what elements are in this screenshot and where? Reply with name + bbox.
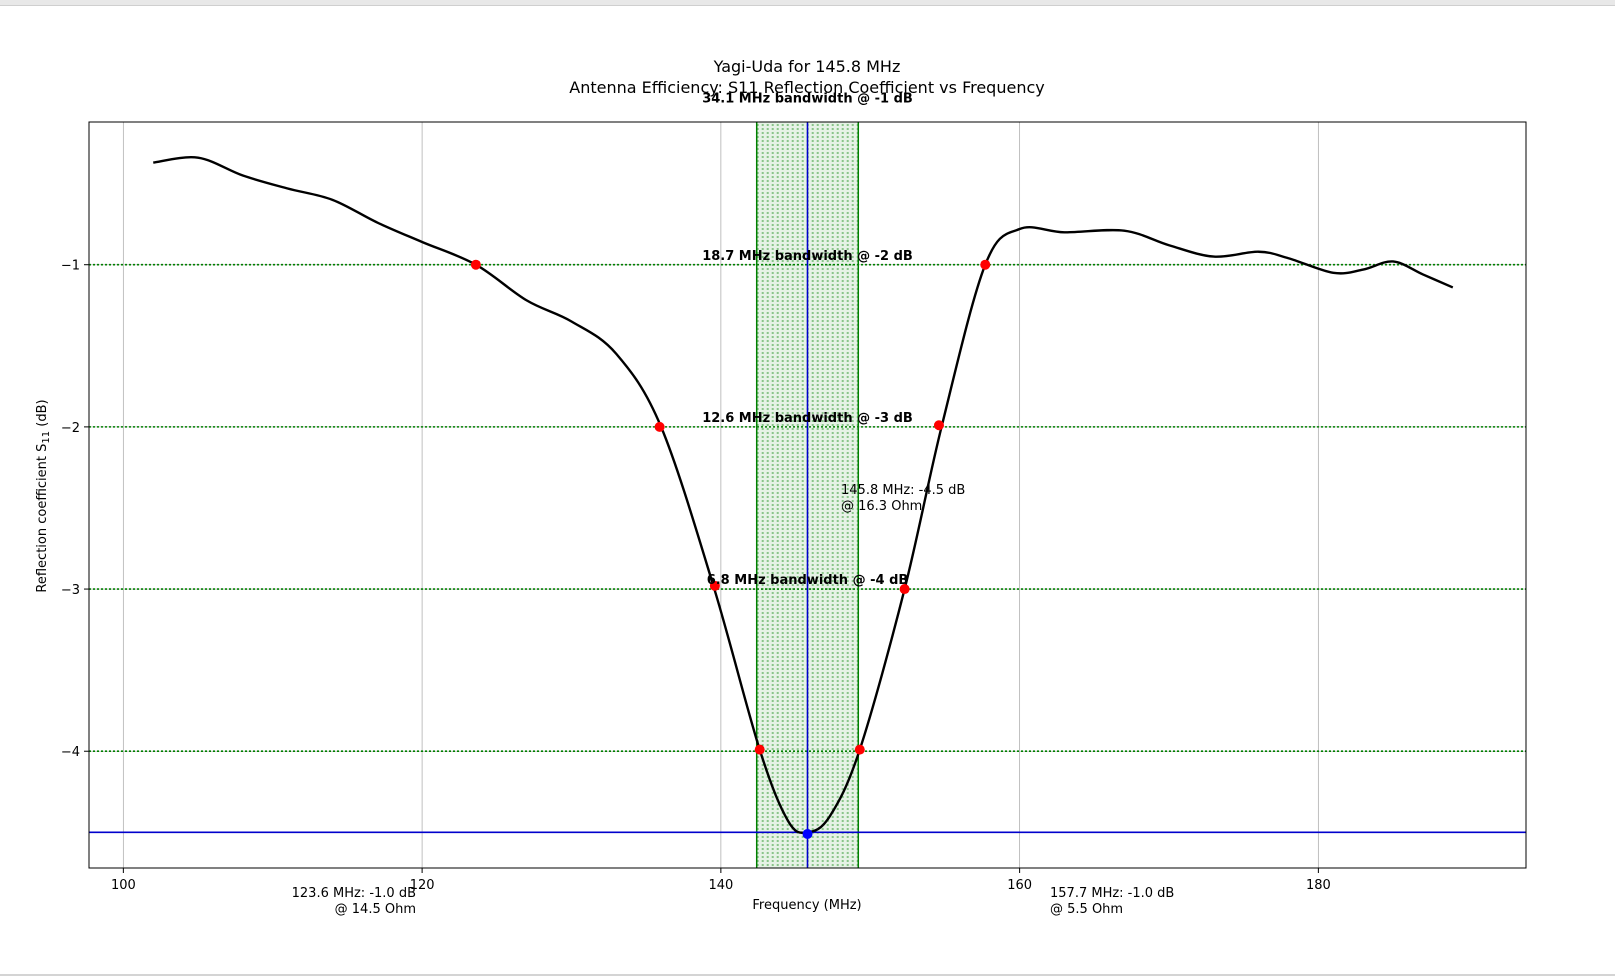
min-marker xyxy=(802,828,813,839)
threshold-marker xyxy=(899,584,910,595)
threshold-marker xyxy=(470,259,481,270)
chart-subtitle: Antenna Efficiency: S11 Reflection Coeff… xyxy=(569,78,1044,97)
y-tick-label: −3 xyxy=(61,583,80,598)
x-axis-label: Frequency (MHz) xyxy=(752,898,861,913)
threshold-marker xyxy=(933,420,944,431)
y-tick-label: −2 xyxy=(61,421,80,436)
right-annotation: 157.7 MHz: -1.0 dB xyxy=(1050,886,1174,901)
threshold-marker xyxy=(754,744,765,755)
chart-title: Yagi-Uda for 145.8 MHz xyxy=(713,57,901,76)
window-bottom-bar xyxy=(0,974,1615,976)
markers xyxy=(470,259,991,839)
left-annotation: 123.6 MHz: -1.0 dB xyxy=(292,886,416,901)
y-tick-label: −1 xyxy=(61,259,80,274)
x-tick-label: 180 xyxy=(1306,878,1331,893)
threshold-marker xyxy=(980,259,991,270)
s11-curve xyxy=(153,156,1454,835)
bandwidth-label: 12.6 MHz bandwidth @ -3 dB xyxy=(702,411,913,426)
y-axis-label: Reflection coefficient S11 (dB) xyxy=(35,399,52,592)
axis-ticks: 100 120 140 160 180 −1 −2 −3 −4 xyxy=(61,259,1331,893)
bandwidth-label: 6.8 MHz bandwidth @ -4 dB xyxy=(707,573,909,588)
bandwidth-label: 18.7 MHz bandwidth @ -2 dB xyxy=(702,249,913,264)
threshold-marker xyxy=(654,421,665,432)
center-annotation: @ 16.3 Ohm xyxy=(841,499,922,514)
s11-series xyxy=(153,156,1454,835)
x-tick-label: 160 xyxy=(1007,878,1032,893)
threshold-marker xyxy=(709,580,720,591)
plot-frame xyxy=(88,121,1527,869)
left-annotation: @ 14.5 Ohm xyxy=(335,902,416,917)
x-tick-label: 140 xyxy=(708,878,733,893)
bandwidth-label: 34.1 MHz bandwidth @ -1 dB xyxy=(702,92,913,107)
y-tick-label: −4 xyxy=(61,745,80,760)
x-tick-label: 100 xyxy=(111,878,136,893)
x-tick-label: 120 xyxy=(410,878,435,893)
threshold-lines xyxy=(89,122,1526,868)
window-top-bar xyxy=(0,0,1615,6)
threshold-marker xyxy=(854,744,865,755)
right-annotation: @ 5.5 Ohm xyxy=(1050,902,1123,917)
center-annotation: 145.8 MHz: -4.5 dB xyxy=(841,483,965,498)
annotations: 34.1 MHz bandwidth @ -1 dB 18.7 MHz bandw… xyxy=(292,92,1175,917)
